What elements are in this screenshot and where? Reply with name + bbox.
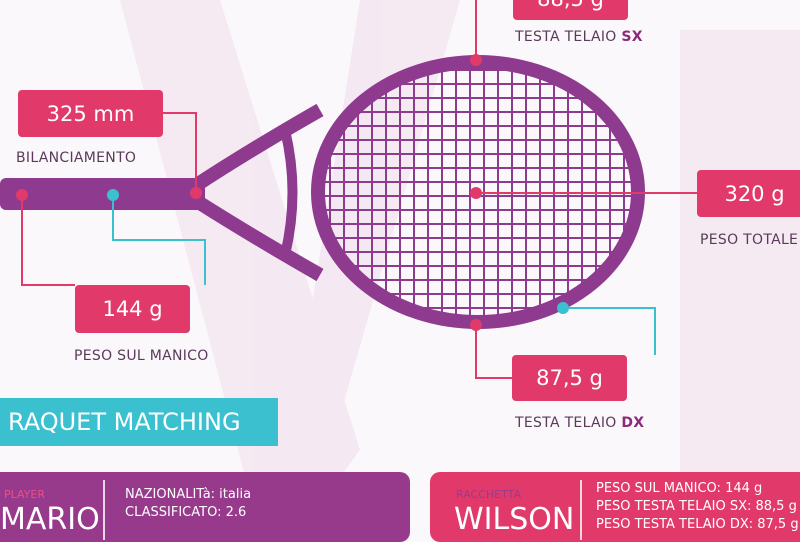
player-caption: PLAYER xyxy=(4,488,45,501)
head-sx-label: TESTA TELAIO SX xyxy=(515,29,643,45)
balance-value: 325 mm xyxy=(18,90,163,137)
racquet-name: WILSON xyxy=(454,502,575,537)
racquet-caption: RACCHETTA xyxy=(456,488,522,501)
total-value: 320 g xyxy=(697,170,800,217)
player-info: NAZIONALITà: italia CLASSIFICATO: 2.6 xyxy=(125,487,252,520)
handle-weight-label: PESO SUL MANICO xyxy=(74,348,209,364)
balance-label: BILANCIAMENTO xyxy=(16,150,137,166)
measure-points xyxy=(16,54,569,331)
head-dx-value: 87,5 g xyxy=(512,355,627,401)
racquet-info: PESO SUL MANICO: 144 g PESO TESTA TELAIO … xyxy=(596,481,799,532)
total-label: PESO TOTALE xyxy=(700,232,799,248)
head-dx-label: TESTA TELAIO DX xyxy=(515,415,645,431)
player-panel: PLAYER MARIO NAZIONALITà: italia CLASSIFI… xyxy=(0,472,410,542)
divider xyxy=(580,480,582,540)
head-sx-value: 88,5 g xyxy=(513,0,628,20)
raquet-matching-banner: RAQUET MATCHING xyxy=(0,398,278,446)
divider xyxy=(103,480,105,540)
handle-weight-value: 144 g xyxy=(75,285,190,333)
connector-lines xyxy=(21,0,697,379)
player-name: MARIO xyxy=(0,502,100,537)
